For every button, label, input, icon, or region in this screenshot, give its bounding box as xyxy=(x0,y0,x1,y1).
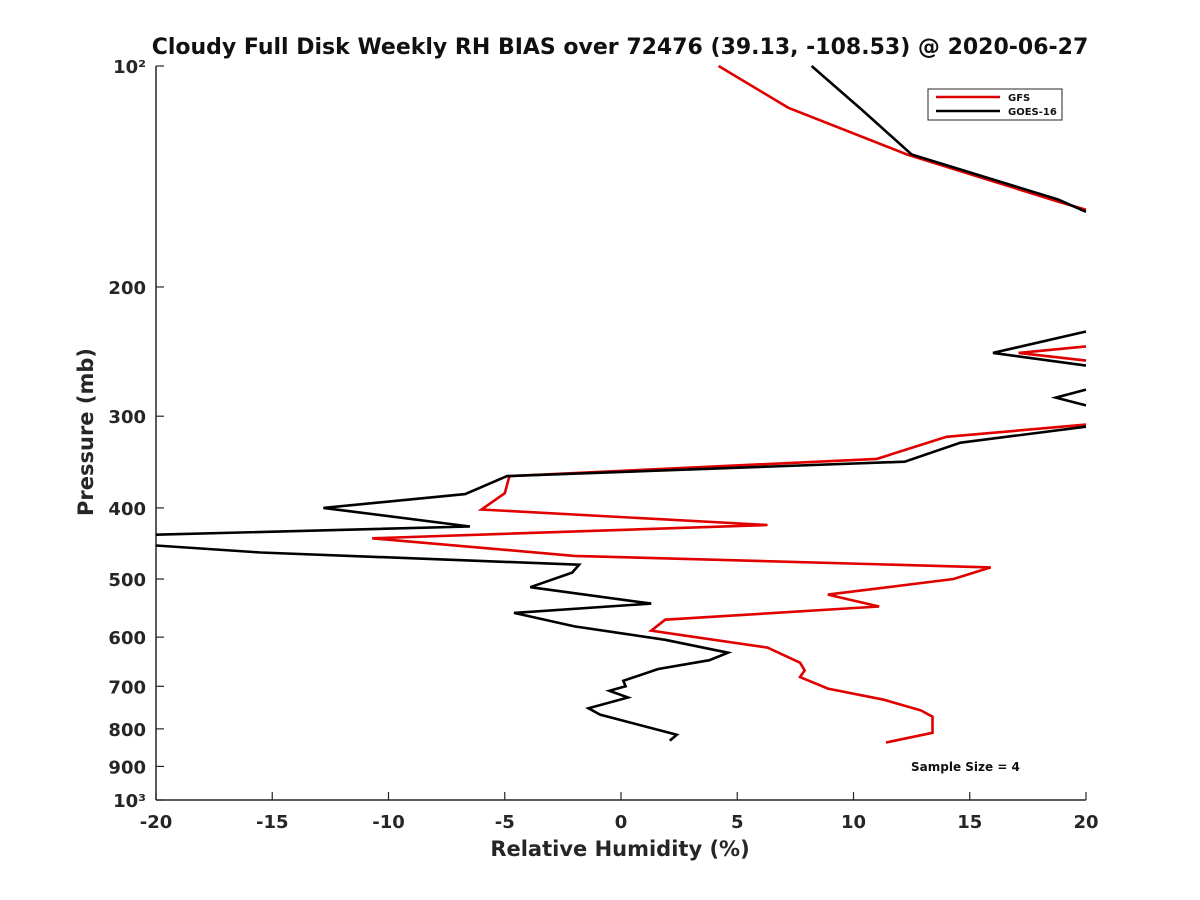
chart-title: Cloudy Full Disk Weekly RH BIAS over 724… xyxy=(152,35,1089,60)
x-tick-label: 15 xyxy=(957,812,982,833)
y-tick-label: 800 xyxy=(108,720,146,741)
y-tick-label: 400 xyxy=(108,499,146,520)
x-tick-label: 10 xyxy=(841,812,866,833)
y-tick-label: 700 xyxy=(108,677,146,698)
y-tick-label: 900 xyxy=(108,757,146,778)
y-tick-label: 200 xyxy=(108,278,146,299)
legend: GFS GOES-16 xyxy=(927,88,1063,121)
y-tick-label: 600 xyxy=(108,628,146,649)
y-tick-label: 500 xyxy=(108,570,146,591)
legend-label-goes-16: GOES-16 xyxy=(1008,107,1057,118)
x-tick-label: -15 xyxy=(256,812,289,833)
x-tick-label: -20 xyxy=(140,812,173,833)
y-tick-label: 10³ xyxy=(113,791,146,812)
legend-label-gfs: GFS xyxy=(1008,93,1030,104)
series-line-gfs xyxy=(372,64,1087,744)
y-axis-ticks: 10² 200 300 400 500 600 700 800 900 10³ xyxy=(108,57,164,812)
x-axis-label: Relative Humidity (%) xyxy=(490,837,749,861)
series-line-goes-16 xyxy=(155,65,1087,742)
y-axis-label: Pressure (mb) xyxy=(74,348,98,516)
x-tick-label: 5 xyxy=(731,812,744,833)
sample-size-annotation: Sample Size = 4 xyxy=(911,760,1020,774)
x-tick-label: 0 xyxy=(615,812,628,833)
y-tick-label: 300 xyxy=(108,407,146,428)
x-tick-label: -5 xyxy=(495,812,515,833)
x-tick-label: -10 xyxy=(372,812,405,833)
y-tick-label: 10² xyxy=(113,57,146,78)
x-tick-label: 20 xyxy=(1073,812,1098,833)
plot-area xyxy=(155,66,1086,801)
x-axis-ticks: -20 -15 -10 -5 0 5 10 15 20 xyxy=(140,792,1099,833)
legend-box xyxy=(927,88,1063,121)
series-lines xyxy=(155,64,1087,744)
